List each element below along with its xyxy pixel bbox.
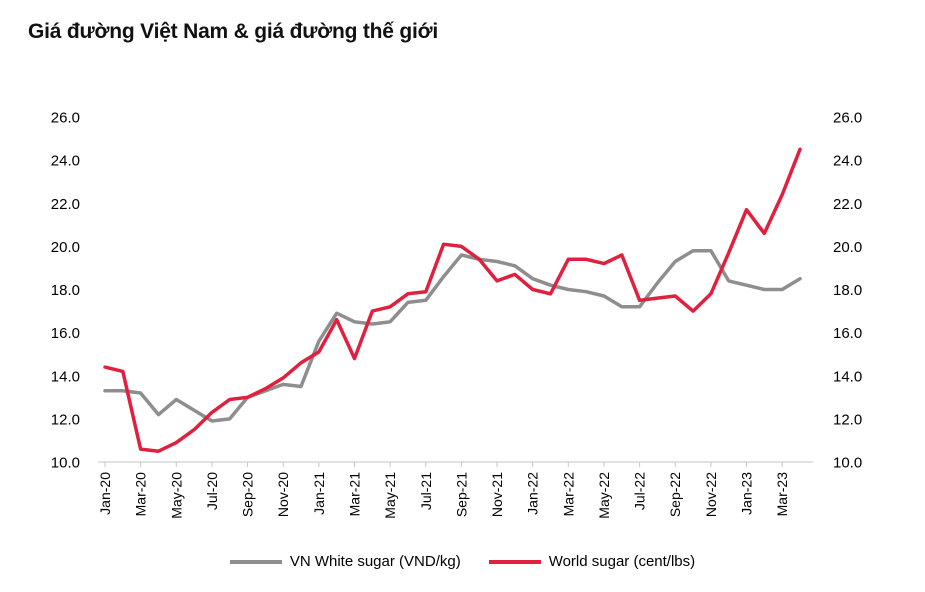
x-axis-tick-label: Jul-21 <box>418 472 434 510</box>
y-axis-tick-label-left: 26.0 <box>51 110 80 127</box>
x-axis-tick-label: May-20 <box>168 472 184 519</box>
y-axis-tick-label-left: 14.0 <box>51 368 80 385</box>
legend-label-vn-white-sugar: VN White sugar (VND/kg) <box>289 553 461 570</box>
y-axis-tick-label-left: 24.0 <box>51 153 80 170</box>
y-axis-tick-label-left: 22.0 <box>51 196 80 213</box>
x-axis-tick-label: Jul-22 <box>632 472 648 510</box>
chart-title: Giá đường Việt Nam & giá đường thế giới <box>28 20 439 43</box>
y-axis-tick-label-right: 14.0 <box>833 368 862 385</box>
x-axis-tick-label: Jan-21 <box>311 472 327 515</box>
x-axis-tick-label: Jul-20 <box>204 472 220 510</box>
x-axis-tick-label: May-21 <box>382 472 398 519</box>
x-axis-tick-label: Nov-21 <box>489 472 505 517</box>
x-axis-tick-label: Sep-21 <box>453 472 469 517</box>
x-axis-tick-label: Nov-22 <box>703 472 719 517</box>
y-axis-tick-label-right: 12.0 <box>833 411 862 428</box>
legend-label-world-sugar: World sugar (cent/lbs) <box>548 553 696 570</box>
x-axis-tick-label: Nov-20 <box>275 472 291 517</box>
x-axis-tick-label: Mar-22 <box>560 472 576 517</box>
y-axis-tick-label-left: 18.0 <box>51 282 80 299</box>
y-axis-tick-label-left: 20.0 <box>51 239 80 256</box>
y-axis-tick-label-right: 10.0 <box>833 455 862 472</box>
legend-item-vn-white-sugar: VN White sugar (VND/kg) <box>229 553 461 570</box>
vn-white-sugar-line <box>103 248 802 423</box>
legend-item-world-sugar: World sugar (cent/lbs) <box>488 553 696 570</box>
x-axis-tick-label: May-22 <box>596 472 612 519</box>
y-axis-tick-label-right: 18.0 <box>833 282 862 299</box>
x-axis-tick-label: Mar-23 <box>774 472 790 517</box>
y-axis-tick-label-right: 22.0 <box>833 196 862 213</box>
x-axis-tick-label: Jan-22 <box>525 472 541 515</box>
y-axis-tick-label-right: 26.0 <box>833 110 862 127</box>
line-chart: Jan-20 Mar-20 May-20 Jul-20 Sep-20 Nov-20 Jan-… <box>51 110 862 519</box>
x-axis-tick-label: Jan-23 <box>739 472 755 515</box>
vn-white-sugar-line-swatch <box>229 559 282 564</box>
world-sugar-line <box>103 147 802 453</box>
y-axis-tick-label-right: 20.0 <box>833 239 862 256</box>
x-axis-tick-label: Mar-20 <box>133 472 149 517</box>
y-axis-tick-label-left: 16.0 <box>51 325 80 342</box>
y-axis-tick-label-left: 10.0 <box>51 455 80 472</box>
x-axis-tick-label: Mar-21 <box>346 472 362 517</box>
world-sugar-line-swatch <box>488 559 541 564</box>
y-axis-tick-label-right: 16.0 <box>833 325 862 342</box>
x-axis-tick-label: Sep-20 <box>240 472 256 517</box>
y-axis-tick-label-right: 24.0 <box>833 153 862 170</box>
y-axis-tick-label-left: 12.0 <box>51 411 80 428</box>
x-axis-tick-label: Jan-20 <box>97 472 113 515</box>
chart-legend: VN White sugar (VND/kg) World sugar (cen… <box>0 553 925 570</box>
x-axis-tick-label: Sep-22 <box>667 472 683 517</box>
